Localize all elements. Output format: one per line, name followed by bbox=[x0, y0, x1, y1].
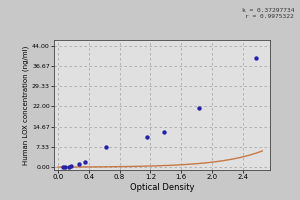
Point bbox=[144, 135, 149, 138]
Point bbox=[104, 145, 109, 149]
Point bbox=[69, 164, 74, 167]
X-axis label: Optical Density: Optical Density bbox=[130, 183, 194, 192]
Point bbox=[60, 166, 65, 169]
Point bbox=[77, 163, 82, 166]
Point bbox=[196, 106, 201, 110]
Y-axis label: Human LOX concentration (ng/ml): Human LOX concentration (ng/ml) bbox=[22, 45, 29, 165]
Point bbox=[162, 130, 167, 133]
Text: k = 0.37297734
r = 0.9975322: k = 0.37297734 r = 0.9975322 bbox=[242, 8, 294, 19]
Point bbox=[63, 166, 68, 169]
Point bbox=[83, 161, 88, 164]
Point bbox=[254, 56, 259, 59]
Point bbox=[66, 165, 71, 168]
